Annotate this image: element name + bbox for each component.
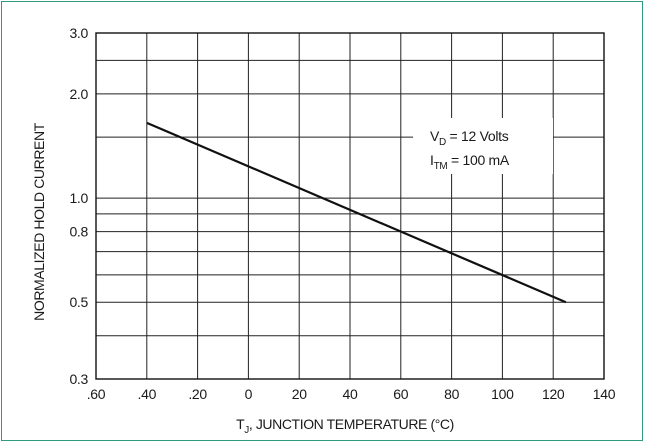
x-axis-label-subscript: J	[244, 425, 249, 434]
y-tick-label: 1.0	[69, 190, 88, 206]
y-tick-label: 0.5	[69, 294, 88, 310]
x-tick-label: 0	[245, 386, 253, 402]
y-tick-labels: 3.0 2.0 1.0 0.8 0.5 0.3	[69, 25, 88, 387]
annotation-vd-sub: D	[439, 137, 446, 148]
annotation-itm-main: I	[430, 152, 434, 168]
y-tick-label: 0.3	[69, 371, 88, 387]
series-layer	[146, 121, 567, 304]
x-tick-label: 100	[491, 386, 514, 402]
x-tick-label: 20	[292, 386, 307, 402]
annotation-vd: VD = 12 Volts	[430, 128, 509, 148]
y-tick-label: 3.0	[69, 25, 88, 41]
y-tick-label: 2.0	[69, 86, 88, 102]
x-tick-label: 120	[542, 386, 565, 402]
x-tick-label: 140	[593, 386, 616, 402]
x-tick-label: .60	[87, 386, 106, 402]
annotation-background	[413, 118, 553, 174]
x-tick-label: .20	[188, 386, 207, 402]
plot-area-border	[95, 32, 605, 380]
x-tick-label: .40	[138, 386, 157, 402]
series-line-0	[146, 121, 567, 304]
x-tick-label: 80	[444, 386, 459, 402]
annotation-itm-sub: TM	[434, 161, 448, 172]
x-axis-label: TJ, JUNCTION TEMPERATURE (°C)	[236, 416, 454, 434]
x-axis-label-main: T	[236, 416, 245, 432]
x-axis-label-rest: , JUNCTION TEMPERATURE (°C)	[249, 416, 454, 432]
test-conditions-annotation: VD = 12 Volts ITM = 100 mA	[413, 118, 553, 174]
annotation-vd-main: V	[430, 128, 440, 144]
x-tick-label: 60	[393, 386, 408, 402]
x-tick-labels: .60 .40 .20 0 20 40 60 80 100 120 140	[87, 386, 616, 402]
x-tick-label: 40	[343, 386, 358, 402]
annotation-itm: ITM = 100 mA	[430, 152, 510, 172]
annotation-vd-rest: = 12 Volts	[446, 128, 509, 144]
y-axis-label: NORMALIZED HOLD CURRENT	[31, 122, 47, 321]
annotation-itm-rest: = 100 mA	[447, 152, 509, 168]
grid-lines	[95, 32, 605, 380]
y-tick-label: 0.8	[69, 224, 88, 240]
